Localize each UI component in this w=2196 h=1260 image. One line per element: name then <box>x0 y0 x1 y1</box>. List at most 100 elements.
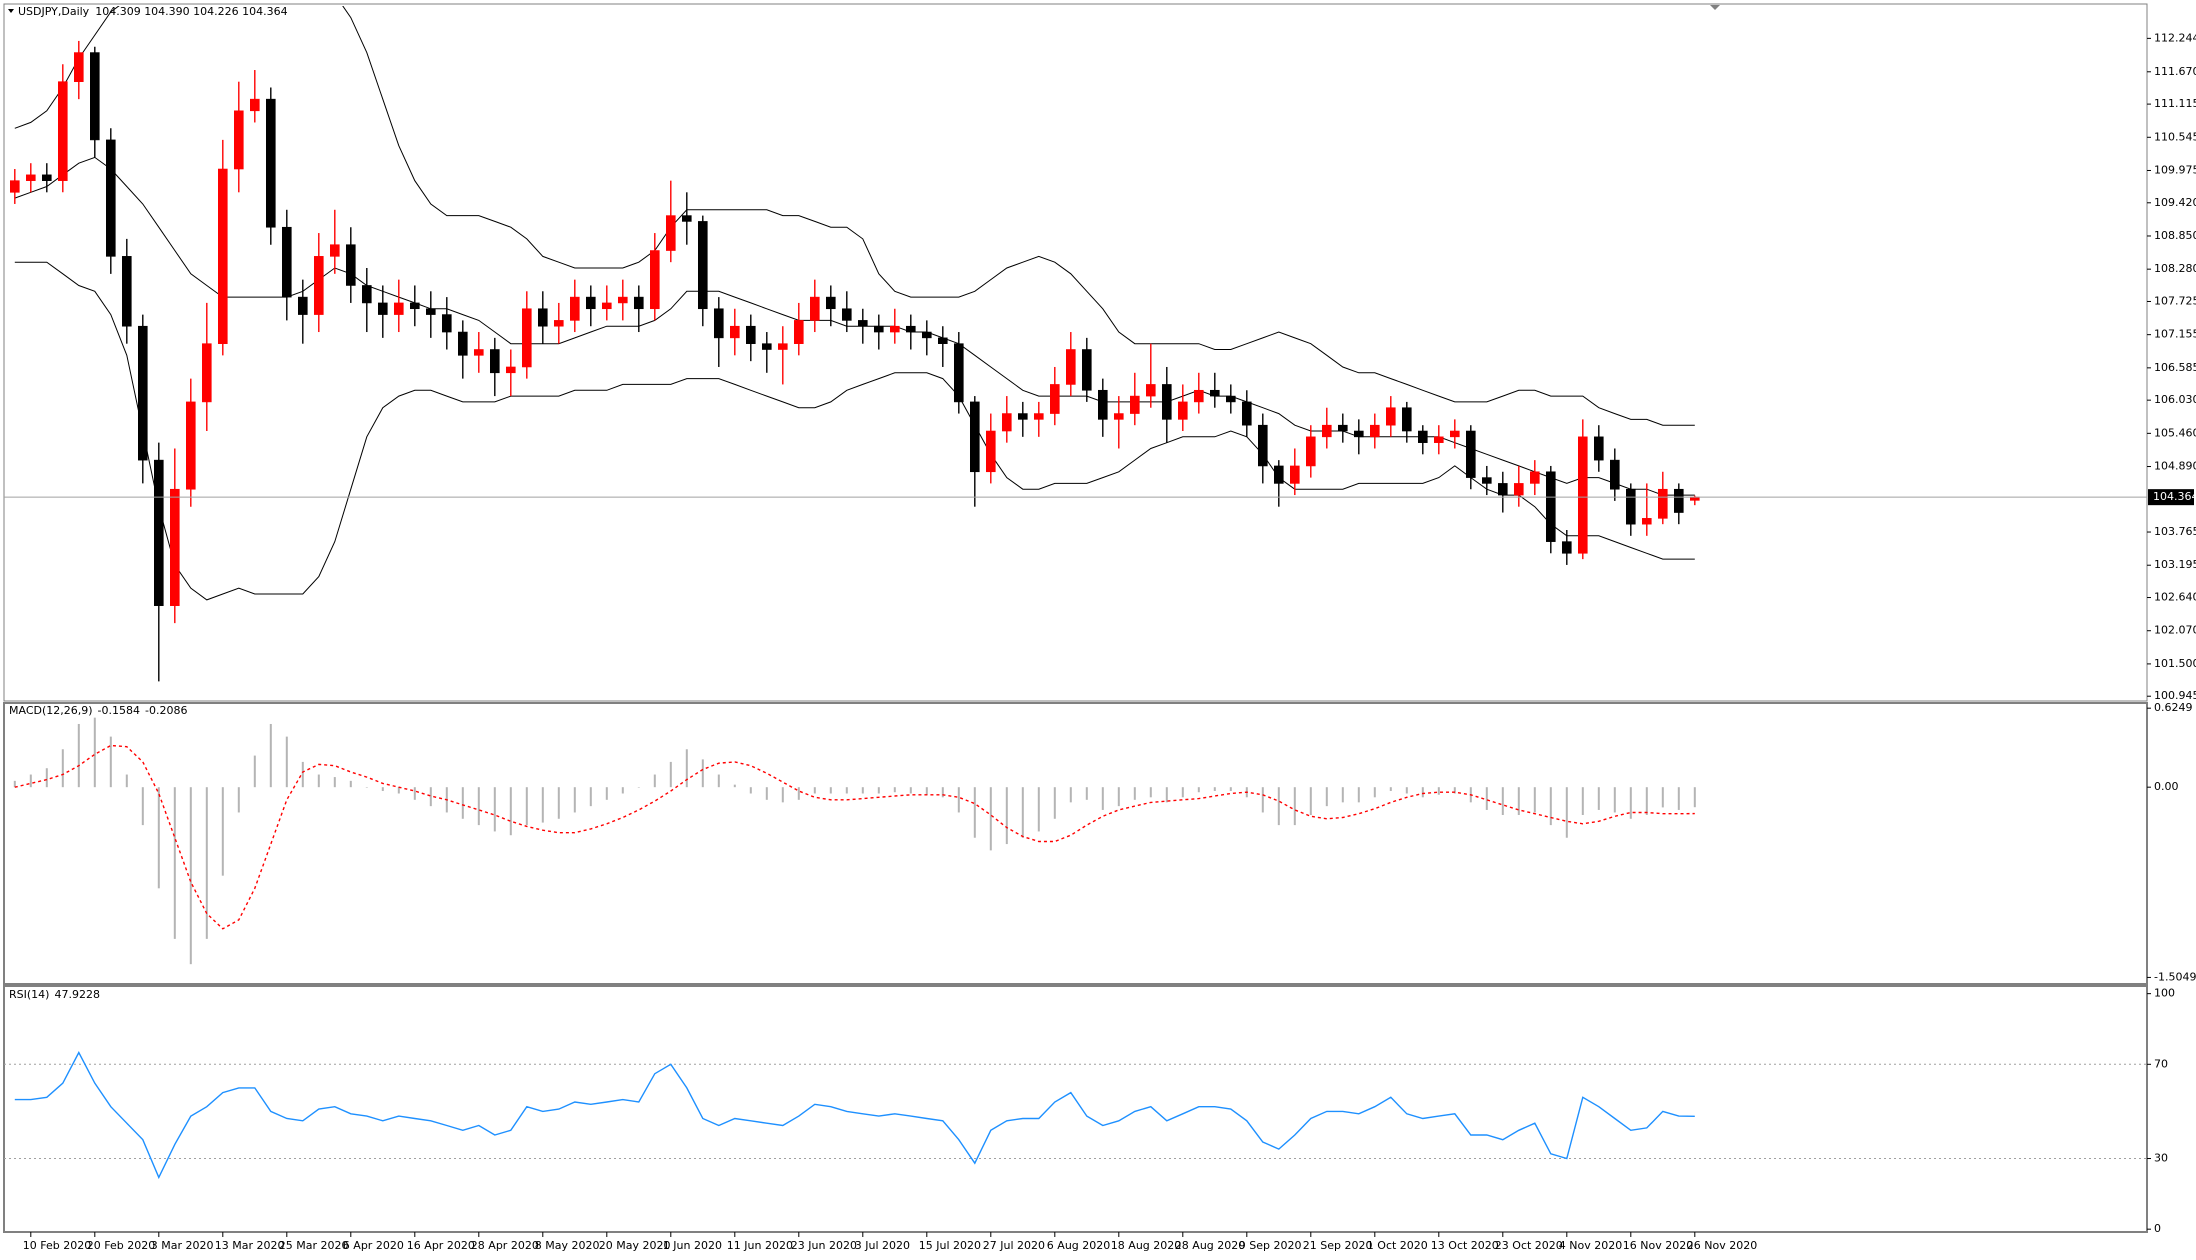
macd-bar <box>1421 787 1424 798</box>
macd-bar <box>557 787 560 819</box>
candle-body <box>90 52 100 141</box>
rsi-line <box>14 1050 1695 1180</box>
signal-value: -0.2086 <box>145 704 187 717</box>
candle-body <box>809 296 820 321</box>
candle-body <box>937 337 948 344</box>
current-price-label: 104.364 <box>2153 490 2196 503</box>
x-tick-label: 21 Sep 2020 <box>1303 1239 1373 1252</box>
candle-body <box>186 401 196 490</box>
macd-bar <box>1117 787 1120 807</box>
y-tick-label: 107.725 <box>2154 294 2196 307</box>
macd-bar <box>477 787 480 826</box>
candle-body <box>1514 483 1524 496</box>
macd-bar <box>1069 787 1072 803</box>
ohlc-label: 104.309 104.390 104.226 104.364 <box>95 5 287 18</box>
rsi-header: RSI(14) 47.9228 <box>9 988 100 1001</box>
x-tick-label: 3 Mar 2020 <box>151 1239 214 1252</box>
macd-bar <box>1021 787 1024 838</box>
x-tick-label: 1 Jun 2020 <box>663 1239 722 1252</box>
candle-body <box>697 221 708 310</box>
candle-body <box>1402 407 1412 432</box>
y-tick-label: 109.975 <box>2154 163 2196 176</box>
x-tick-label: 4 Nov 2020 <box>1559 1239 1622 1252</box>
macd-bar <box>1213 787 1216 791</box>
macd-bar <box>493 787 496 832</box>
candle-body <box>617 296 628 304</box>
x-tick-label: 16 Apr 2020 <box>407 1239 475 1252</box>
x-tick-label: 15 Jul 2020 <box>919 1239 981 1252</box>
candle-body <box>1658 488 1668 519</box>
candle-body <box>1434 436 1444 443</box>
macd-bar <box>1645 787 1648 815</box>
macd-bar <box>109 736 112 788</box>
candle-body <box>745 325 756 344</box>
chart-header: USDJPY,Daily 104.309 104.390 104.226 104.… <box>18 5 288 18</box>
x-tick-label: 16 Nov 2020 <box>1623 1239 1693 1252</box>
macd-bar <box>877 787 880 794</box>
macd-bar <box>1581 787 1584 815</box>
candle-body <box>138 325 148 461</box>
macd-header: MACD(12,26,9) -0.1584 -0.2086 <box>9 704 187 717</box>
candle-body <box>521 308 532 368</box>
candle-body <box>1290 465 1300 484</box>
y-tick-label: 106.585 <box>2154 361 2196 374</box>
x-tick-label: 6 Apr 2020 <box>343 1239 404 1252</box>
rsi-panel <box>3 985 2148 1233</box>
y-tick-label: 107.155 <box>2154 328 2196 341</box>
macd-bar <box>1661 787 1664 808</box>
candle-body <box>489 349 500 374</box>
candle-body <box>41 174 52 181</box>
bollinger-upper <box>14 6 1695 426</box>
y-tick-label: 70 <box>2154 1057 2168 1070</box>
macd-bar <box>189 787 192 965</box>
macd-bar <box>1085 787 1088 800</box>
macd-bar <box>765 787 768 800</box>
candle-body <box>10 180 20 193</box>
macd-bar <box>333 777 336 788</box>
y-tick-label: 104.890 <box>2154 460 2196 473</box>
y-tick-label: 108.280 <box>2154 262 2196 275</box>
candle-body <box>585 296 596 310</box>
macd-bar <box>861 787 864 794</box>
x-tick-label: 27 Jul 2020 <box>983 1239 1045 1252</box>
macd-bar <box>1677 787 1680 810</box>
rsi-value: 47.9228 <box>54 988 100 1001</box>
macd-bar <box>413 787 416 800</box>
macd-bar <box>1613 787 1616 813</box>
bollinger-lower <box>14 261 1695 601</box>
price-plot <box>4 6 2147 682</box>
candle-body <box>1482 477 1492 484</box>
macd-bar <box>829 787 832 794</box>
macd-bar <box>701 759 704 788</box>
macd-bar <box>349 780 352 788</box>
candle-body <box>1418 430 1428 443</box>
candle-body <box>393 302 404 315</box>
macd-bar <box>1277 787 1280 826</box>
candle-body <box>170 488 180 606</box>
y-tick-label: 108.850 <box>2154 229 2196 242</box>
candle-body <box>729 325 740 339</box>
candle-body <box>553 320 564 327</box>
macd-bar <box>605 787 608 800</box>
macd-bar <box>1005 787 1008 845</box>
macd-bar <box>525 787 528 826</box>
candle-body <box>345 244 356 286</box>
y-tick-label: 102.640 <box>2154 591 2196 604</box>
macd-bar <box>253 755 256 788</box>
macd-bar <box>941 787 944 798</box>
macd-bar <box>1597 787 1600 810</box>
candle-body <box>889 325 900 333</box>
x-tick-label: 10 Feb 2020 <box>23 1239 91 1252</box>
candle-body <box>1001 413 1012 432</box>
candle-body <box>537 308 548 327</box>
menu-arrow[interactable] <box>8 9 14 13</box>
macd-bar <box>1357 787 1360 803</box>
candle-body <box>1546 471 1556 542</box>
candle-body <box>985 430 996 473</box>
macd-bar <box>221 787 224 876</box>
candle-body <box>1114 413 1124 420</box>
candle-body <box>1242 401 1252 426</box>
